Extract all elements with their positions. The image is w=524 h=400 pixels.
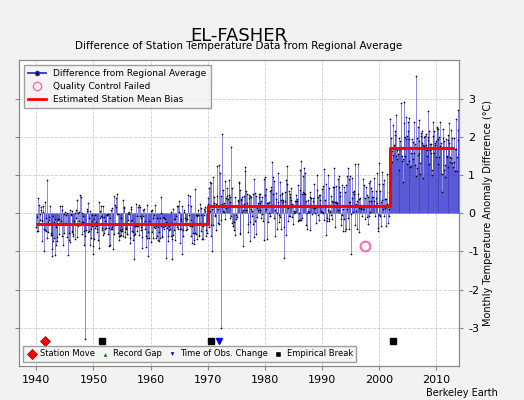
Title: EL-FASHER: EL-FASHER (191, 27, 288, 45)
Text: Berkeley Earth: Berkeley Earth (426, 388, 498, 398)
Y-axis label: Monthly Temperature Anomaly Difference (°C): Monthly Temperature Anomaly Difference (… (483, 100, 493, 326)
Legend: Station Move, Record Gap, Time of Obs. Change, Empirical Break: Station Move, Record Gap, Time of Obs. C… (24, 346, 356, 362)
Text: Difference of Station Temperature Data from Regional Average: Difference of Station Temperature Data f… (75, 41, 402, 51)
